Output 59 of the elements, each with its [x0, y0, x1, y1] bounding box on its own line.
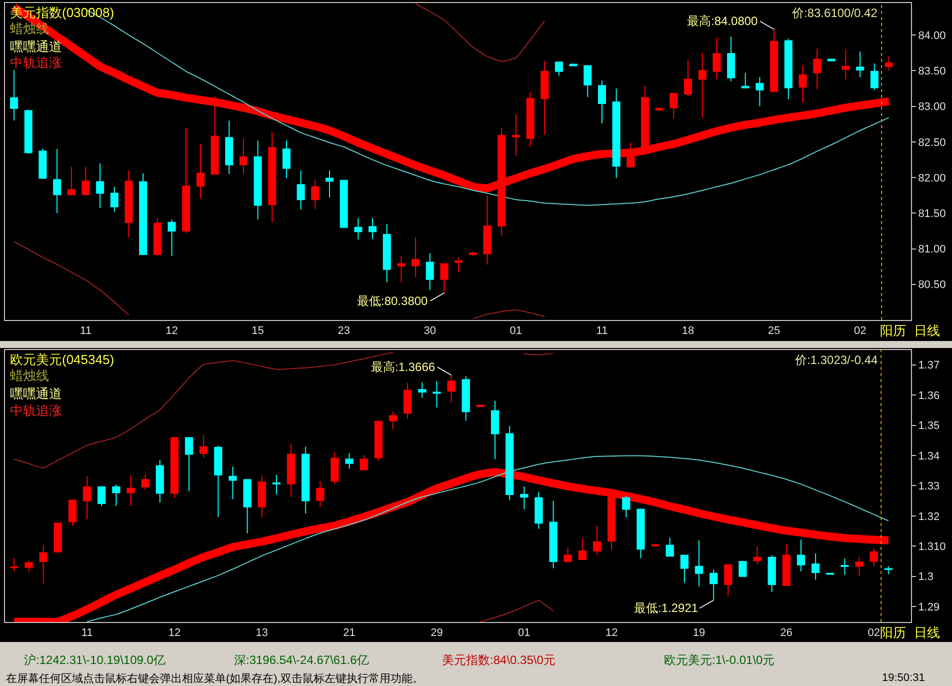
text: 19:50:31 [882, 672, 925, 684]
text: 深:3196.54\-24.67\61.6亿 [234, 653, 369, 667]
y-tick-label: 1.310 [918, 540, 946, 553]
y-tick-label: 83.50 [918, 66, 946, 78]
y-tick-label: 83.00 [918, 101, 946, 114]
text: 在屏幕任何区域点击鼠标右键会弹出相应菜单(如果存在),双击鼠标左键执行常用功能。 [6, 672, 424, 685]
annotation: 嘿嘿通道 [10, 39, 62, 54]
x-tick-label: 21 [343, 627, 356, 640]
x-tick-label: 02 [868, 627, 880, 640]
y-tick-label: 1.33 [918, 480, 940, 493]
x-tick-label: 19 [692, 627, 706, 640]
y-tick-label: 84.00 [918, 30, 946, 42]
y-tick-label: 1.35 [918, 420, 940, 432]
x-tick-label: 12 [168, 627, 181, 640]
y-tick-label: 1.32 [918, 510, 940, 523]
y-tick-label: 81.50 [918, 208, 946, 220]
x-tick-label: 30 [424, 325, 436, 338]
x-tick-label: 11 [596, 325, 608, 338]
x-tick-label: 13 [256, 627, 268, 640]
annotation: 嘿嘿通道 [10, 386, 62, 401]
text: 日线 [914, 625, 940, 640]
text: 沪:1242.31\-10.19\109.0亿 [24, 653, 166, 667]
x-tick-label: 12 [166, 325, 178, 338]
y-tick-label: 1.29 [918, 601, 940, 614]
x-tick-label: 01 [518, 627, 530, 640]
chart-title: 欧元美元(045345) [10, 352, 114, 367]
x-tick-label: 23 [338, 325, 350, 338]
annotation: 最高:1.3666 [371, 360, 436, 374]
annotation: 最低:1.2921 [634, 601, 698, 615]
annotation: 蜡烛线 [10, 368, 49, 383]
x-tick-label: 01 [510, 325, 522, 338]
text: 日线 [914, 323, 940, 338]
text: 阳历 [880, 323, 906, 338]
annotation: 价:1.3023/-0.44 [794, 353, 878, 367]
y-tick-label: 81.00 [918, 244, 946, 256]
x-tick-label: 11 [80, 325, 92, 338]
y-tick-label: 1.37 [918, 360, 940, 372]
text: 美元指数:84\0.35\0元 [442, 653, 556, 667]
y-tick-label: 1.34 [918, 450, 940, 462]
x-tick-label: 12 [605, 627, 618, 640]
y-tick-label: 1.36 [918, 390, 940, 402]
annotation: 价:83.6100/0.42 [791, 6, 878, 20]
y-tick-label: 82.50 [918, 136, 946, 149]
y-tick-label: 1.3 [918, 571, 934, 584]
text: 欧元美元:1\-0.01\0元 [664, 653, 775, 667]
y-tick-label: 82.00 [918, 172, 946, 184]
x-tick-label: 29 [430, 627, 443, 640]
y-tick-label: 80.50 [918, 279, 946, 292]
x-tick-label: 02 [854, 325, 866, 338]
annotation: 最低:80.3800 [357, 294, 428, 308]
text: 阳历 [880, 625, 906, 640]
x-tick-label: 15 [252, 325, 264, 338]
annotation: 中轨追涨 [10, 55, 62, 70]
x-tick-label: 11 [81, 627, 93, 640]
annotation: 中轨追涨 [10, 403, 62, 418]
annotation: 最高:84.0800 [687, 14, 758, 28]
x-tick-label: 26 [780, 627, 793, 640]
x-tick-label: 25 [768, 325, 780, 338]
x-tick-label: 18 [682, 325, 694, 338]
